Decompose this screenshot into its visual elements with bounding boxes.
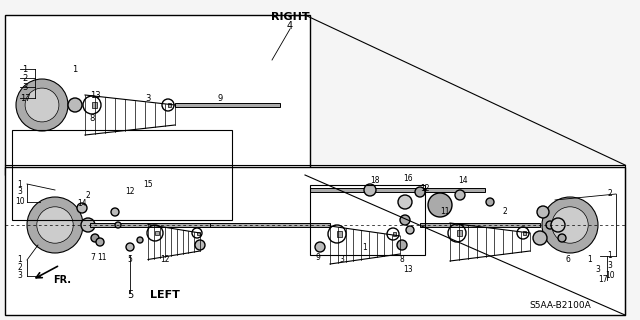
Circle shape: [77, 203, 87, 213]
Bar: [310, 188, 485, 192]
Bar: [168, 103, 171, 107]
Circle shape: [406, 226, 414, 234]
Bar: [175, 103, 280, 107]
Bar: [523, 231, 526, 235]
Bar: [210, 223, 330, 227]
Bar: [90, 223, 210, 227]
Text: 5: 5: [127, 290, 133, 300]
Text: 13: 13: [90, 91, 100, 100]
Circle shape: [455, 190, 465, 200]
Text: 7: 7: [91, 253, 95, 262]
Circle shape: [96, 238, 104, 246]
Text: 1: 1: [18, 180, 22, 188]
Text: 17: 17: [20, 93, 30, 102]
Text: 9: 9: [316, 253, 321, 262]
Bar: [197, 231, 200, 235]
Text: 14: 14: [458, 175, 468, 185]
Ellipse shape: [25, 88, 59, 122]
Circle shape: [398, 195, 412, 209]
Text: 3: 3: [22, 83, 28, 92]
Circle shape: [81, 218, 95, 232]
Text: FR.: FR.: [53, 275, 71, 285]
Text: 3: 3: [607, 261, 612, 270]
Text: 2: 2: [502, 207, 508, 217]
Circle shape: [415, 187, 425, 197]
Circle shape: [68, 98, 82, 112]
Circle shape: [115, 222, 121, 228]
Text: 3: 3: [596, 266, 600, 275]
Circle shape: [546, 221, 554, 229]
Text: 3: 3: [17, 188, 22, 196]
Circle shape: [364, 184, 376, 196]
Circle shape: [428, 193, 452, 217]
Bar: [337, 231, 342, 237]
Text: 17: 17: [598, 276, 608, 284]
Circle shape: [397, 240, 407, 250]
Circle shape: [111, 208, 119, 216]
Text: 2: 2: [22, 74, 28, 83]
Text: 1: 1: [72, 65, 77, 74]
Ellipse shape: [542, 197, 598, 253]
Text: 1: 1: [588, 255, 593, 265]
Text: 8: 8: [399, 255, 404, 265]
Ellipse shape: [37, 207, 73, 243]
Circle shape: [315, 242, 325, 252]
Text: 3: 3: [340, 255, 344, 265]
Text: 1: 1: [607, 252, 612, 260]
Bar: [5, 167, 625, 315]
Text: 18: 18: [371, 175, 380, 185]
Text: 8: 8: [90, 114, 95, 123]
Text: 12: 12: [160, 255, 170, 265]
Ellipse shape: [552, 207, 588, 243]
Text: 13: 13: [403, 266, 413, 275]
Text: 1: 1: [18, 255, 22, 265]
Text: RIGHT: RIGHT: [271, 12, 309, 22]
Text: 2: 2: [18, 263, 22, 273]
Text: 3: 3: [145, 93, 150, 102]
Text: 16: 16: [403, 173, 413, 182]
Circle shape: [558, 234, 566, 242]
Text: S5AA-B2100A: S5AA-B2100A: [529, 300, 591, 309]
Text: 12: 12: [125, 188, 135, 196]
Bar: [457, 230, 461, 236]
Text: LEFT: LEFT: [150, 290, 180, 300]
Circle shape: [537, 206, 549, 218]
Circle shape: [551, 218, 565, 232]
Text: 3: 3: [17, 271, 22, 281]
Text: 11: 11: [440, 207, 450, 217]
Text: 15: 15: [143, 180, 153, 188]
Circle shape: [91, 234, 99, 242]
Circle shape: [126, 243, 134, 251]
Bar: [92, 102, 97, 108]
Bar: [155, 231, 159, 236]
Text: 10: 10: [15, 197, 25, 206]
Bar: [12, 130, 232, 220]
Text: 4: 4: [287, 21, 293, 31]
Bar: [5, 15, 310, 175]
Text: 11: 11: [97, 253, 107, 262]
Bar: [310, 185, 425, 255]
Circle shape: [195, 240, 205, 250]
Circle shape: [533, 231, 547, 245]
Bar: [393, 232, 396, 236]
Ellipse shape: [27, 197, 83, 253]
Circle shape: [137, 237, 143, 243]
Bar: [420, 223, 540, 227]
Circle shape: [486, 198, 494, 206]
Text: 10: 10: [605, 271, 615, 281]
Text: 12: 12: [420, 183, 429, 193]
Text: 9: 9: [218, 93, 223, 102]
Text: 14: 14: [77, 199, 87, 209]
Circle shape: [400, 215, 410, 225]
Text: 5: 5: [127, 255, 132, 265]
Text: 1: 1: [22, 65, 28, 74]
Text: 6: 6: [566, 255, 570, 265]
Text: 1: 1: [363, 244, 367, 252]
Text: 2: 2: [607, 189, 612, 198]
Text: 2: 2: [86, 190, 90, 199]
Ellipse shape: [16, 79, 68, 131]
